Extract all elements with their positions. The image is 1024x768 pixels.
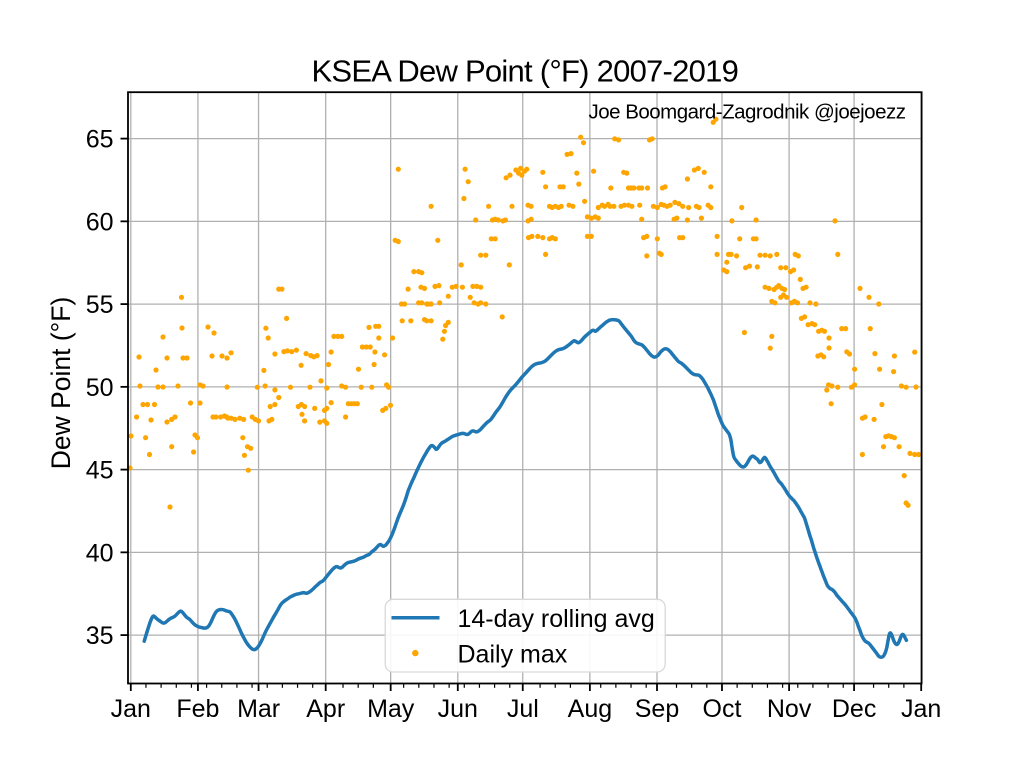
svg-text:Jun: Jun xyxy=(438,695,478,723)
svg-text:Dew Point (°F): Dew Point (°F) xyxy=(46,297,76,470)
svg-text:55: 55 xyxy=(86,291,114,319)
svg-text:50: 50 xyxy=(86,374,114,402)
svg-text:Mar: Mar xyxy=(237,695,280,723)
svg-text:45: 45 xyxy=(86,457,114,485)
svg-text:Dec: Dec xyxy=(832,695,876,723)
svg-text:14-day rolling avg: 14-day rolling avg xyxy=(458,605,655,633)
svg-text:Daily max: Daily max xyxy=(458,641,568,669)
svg-text:60: 60 xyxy=(86,208,114,236)
svg-text:Joe Boomgard-Zagrodnik @joejoe: Joe Boomgard-Zagrodnik @joejoezz xyxy=(588,101,905,124)
svg-text:Jan: Jan xyxy=(901,695,941,723)
svg-text:Jul: Jul xyxy=(507,695,539,723)
svg-text:Oct: Oct xyxy=(703,695,742,723)
svg-text:35: 35 xyxy=(86,622,114,650)
svg-text:Feb: Feb xyxy=(176,695,219,723)
svg-text:Sep: Sep xyxy=(635,695,679,723)
svg-text:May: May xyxy=(367,695,415,723)
svg-text:Jan: Jan xyxy=(111,695,151,723)
svg-text:65: 65 xyxy=(86,126,114,154)
svg-text:Nov: Nov xyxy=(767,695,812,723)
svg-text:KSEA Dew Point (°F) 2007-2019: KSEA Dew Point (°F) 2007-2019 xyxy=(311,54,738,89)
svg-text:40: 40 xyxy=(86,539,114,567)
svg-text:Apr: Apr xyxy=(306,695,345,723)
svg-text:Aug: Aug xyxy=(568,695,612,723)
